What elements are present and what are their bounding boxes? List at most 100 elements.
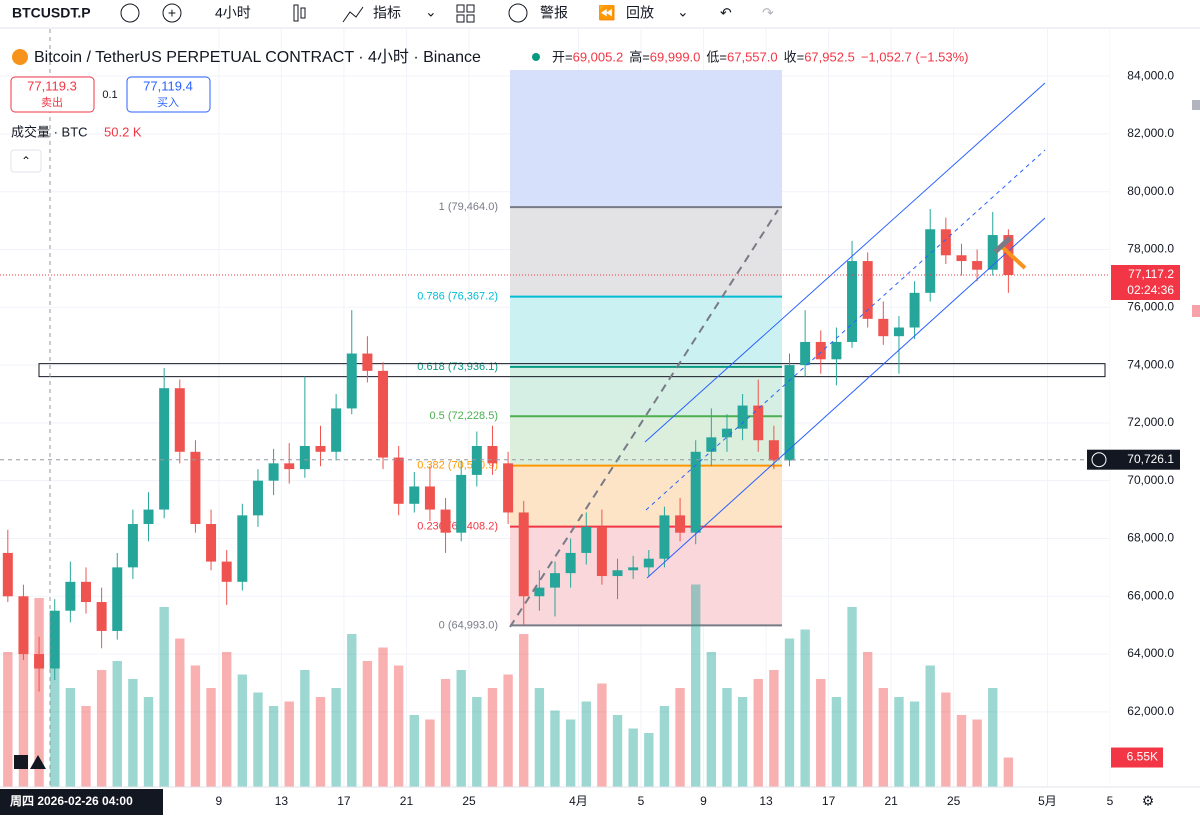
dropdown[interactable]: ⌄ [677, 4, 689, 20]
y-tick-label: 82,000.0 [1127, 126, 1174, 140]
symbol[interactable]: BTCUSDT.P [12, 5, 91, 21]
hammer-head [993, 236, 1012, 254]
volume-bar [112, 661, 122, 787]
volume-bar [206, 688, 216, 787]
volume-bar [472, 697, 482, 787]
crosshair-plus[interactable] [1091, 452, 1107, 468]
volume-bar [331, 688, 341, 787]
sell-button[interactable] [10, 76, 95, 113]
x-tick-label: 25 [947, 794, 961, 808]
volume-bar [675, 688, 685, 787]
candle-body [862, 261, 873, 319]
x-tick-label: 5 [638, 794, 645, 808]
volume-bar [284, 701, 294, 787]
fib-label: 0 (64,993.0) [439, 619, 498, 631]
candle-icon[interactable] [293, 4, 299, 22]
replay[interactable]: 回放 [626, 5, 654, 21]
volume-bar [941, 692, 951, 787]
candle-body [49, 610, 60, 669]
candle-body [299, 446, 310, 470]
volume-bar [300, 670, 310, 787]
layout-icon [466, 14, 475, 23]
candle-body [925, 229, 936, 293]
x-tick-label: 9 [216, 794, 223, 808]
volume-bar [847, 607, 857, 787]
x-tick-label: 17 [822, 794, 836, 808]
volume-bar [128, 679, 138, 787]
chart-title: Bitcoin / TetherUS PERPETUAL CONTRACT · … [34, 48, 481, 66]
y-tick-label: 62,000.0 [1127, 704, 1174, 718]
axes: 84,000.0 82,000.0 80,000.0 78,000.0 76,000.0… [216, 68, 1180, 808]
x-tick-label: 17 [337, 794, 351, 808]
candle-body [127, 524, 138, 568]
candle-body [800, 341, 811, 366]
volume-bar [878, 688, 888, 787]
dropdown[interactable]: ⌄ [425, 4, 437, 20]
volume-bar [925, 665, 935, 787]
candle-body [549, 573, 561, 588]
fib-label: 0.5 (72,228.5) [430, 410, 499, 422]
candle-body [534, 587, 545, 597]
candle-body [331, 408, 342, 452]
plus: + [168, 5, 176, 21]
channel-middle [645, 149, 1046, 511]
fib-zone [510, 366, 782, 417]
candle-body [471, 446, 482, 475]
alert-icon[interactable] [508, 3, 528, 23]
candle-body [784, 365, 795, 461]
volume-bar [456, 670, 466, 787]
add-button[interactable] [162, 3, 182, 23]
alert[interactable]: 警报 [540, 5, 568, 21]
price-axis [1110, 29, 1200, 787]
volume-bar [268, 706, 279, 787]
collapse-button[interactable] [10, 149, 42, 173]
volume-bar [862, 652, 873, 787]
settings[interactable]: ⚙ [1142, 793, 1155, 809]
toolbar [0, 0, 1200, 28]
candle-body [675, 515, 686, 533]
volume-bar [362, 661, 373, 787]
candle-body [65, 581, 76, 611]
interval[interactable]: 4小时 [215, 5, 251, 21]
sell-price: 77,119.3 [27, 78, 77, 93]
volume-bar [222, 652, 232, 787]
candle-body [393, 457, 404, 504]
ohlc-value: 69,999.0 [650, 49, 701, 64]
candle-body [112, 567, 123, 631]
collapse-icon: ⌃ [21, 154, 31, 168]
x-tick-label: 25 [462, 794, 476, 808]
symbol-icon[interactable] [120, 3, 140, 23]
x-tick-label: 13 [275, 794, 289, 808]
y-tick-label: 84,000.0 [1127, 68, 1174, 82]
undo[interactable]: ↶ [720, 5, 732, 21]
candle-body [440, 509, 451, 533]
layout-icon [466, 4, 475, 13]
y-tick-label: 74,000.0 [1127, 357, 1174, 371]
price-tag [1111, 265, 1180, 301]
volume-bar [65, 688, 76, 787]
layout-icon[interactable] [456, 4, 465, 13]
volume-bar [816, 679, 826, 787]
candle-body [206, 524, 217, 562]
volume-bar [550, 710, 560, 787]
candle-body [893, 327, 904, 337]
volume-bar [159, 607, 169, 787]
redo[interactable]: ↷ [762, 5, 774, 21]
x-tick-label: 13 [759, 794, 773, 808]
candle-body [221, 561, 232, 582]
volume-bar [628, 728, 638, 787]
tv-logo [14, 755, 46, 769]
buy-button[interactable] [126, 76, 211, 113]
candle-body [612, 570, 623, 577]
volume-bar [581, 701, 591, 787]
volume-bar [81, 706, 91, 787]
volume-bar [831, 697, 842, 787]
indicators[interactable]: 指标 [373, 5, 401, 21]
candle-body [581, 526, 592, 553]
status-dot [532, 53, 540, 61]
volume-bar [378, 647, 388, 787]
ohlc-key: 开= [552, 49, 573, 64]
volume-bar [487, 688, 498, 787]
y-tick-label: 78,000.0 [1127, 242, 1174, 256]
